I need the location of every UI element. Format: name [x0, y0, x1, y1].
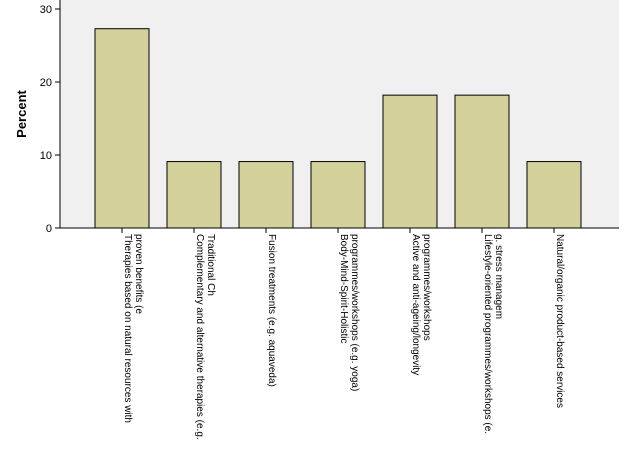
category-label: Active and anti-ageing/longevityprogramm… [410, 234, 432, 375]
category-label: Natural/organic product-based services [554, 234, 565, 408]
y-tick-label: 0 [46, 223, 52, 235]
category-label: Fusion treatments (e.g. aquaveda) [266, 234, 277, 387]
bar [166, 161, 222, 229]
category-label: Complementary and alternative therapies … [194, 234, 216, 440]
bar [238, 161, 294, 229]
category-label: Lifestyle-oriented programmes/workshops … [482, 234, 504, 434]
bar [94, 28, 150, 229]
bar [454, 94, 510, 229]
category-label: Therapies based on natural resources wit… [122, 234, 144, 423]
bar [310, 161, 366, 229]
y-axis-label: Percent [14, 89, 29, 137]
bar [526, 161, 582, 229]
y-tick-label: 30 [40, 4, 52, 16]
y-tick-label: 20 [40, 77, 52, 89]
bar [382, 94, 438, 229]
y-tick-label: 10 [40, 150, 52, 162]
category-label: Body-Mind-Spirit-Holisticprogrammes/work… [338, 234, 360, 391]
